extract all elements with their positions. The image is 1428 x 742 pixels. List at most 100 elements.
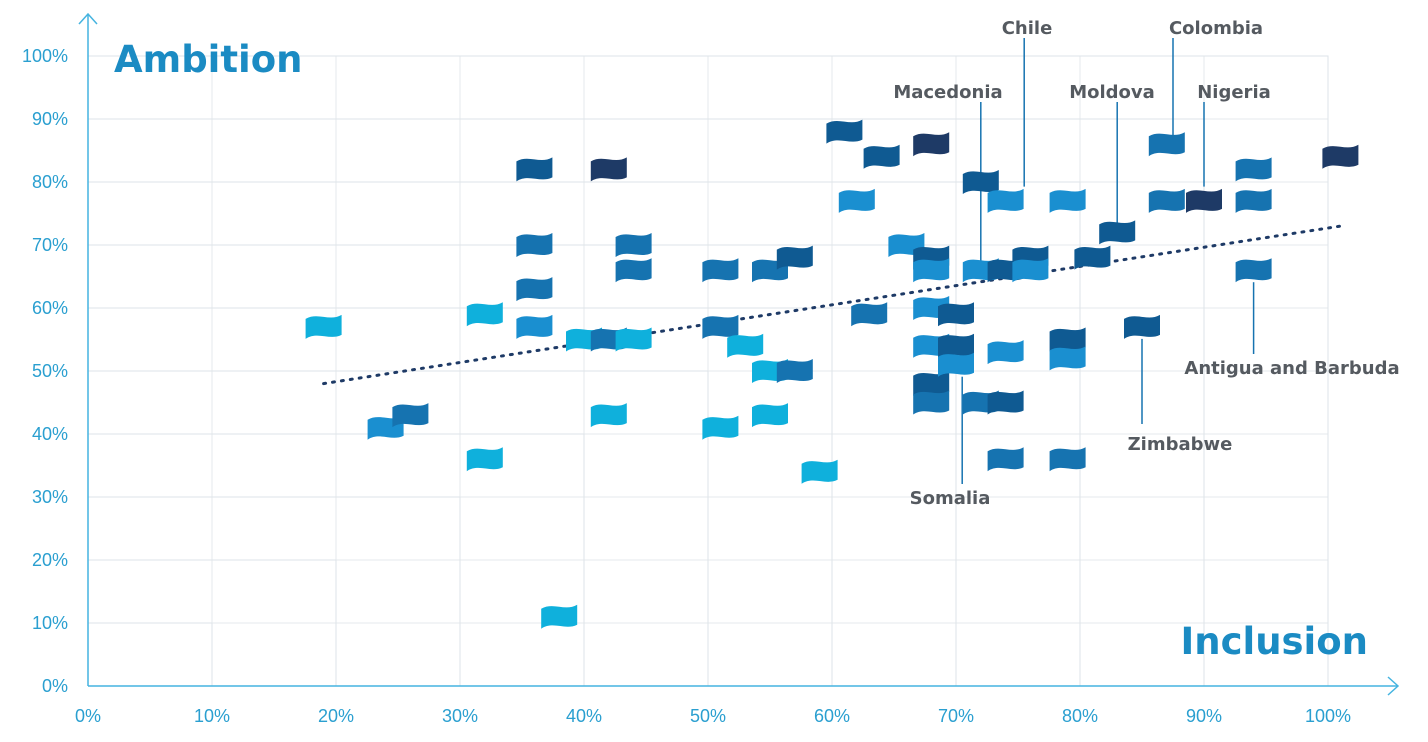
flag-marker [752,403,788,428]
y-tick-label: 0% [42,676,68,696]
flag-marker [541,604,578,629]
x-tick-label: 50% [690,706,726,726]
step-outline [88,244,957,686]
flag-marker [913,258,950,283]
flag-marker [1235,157,1272,182]
axes [78,12,1400,696]
flag-marker [962,170,999,194]
step-outline [88,559,337,686]
flag-marker [1049,327,1086,352]
callout-leaders [961,38,1255,484]
flag-marker [1099,220,1136,245]
x-axis-arrow [1387,676,1400,696]
callout-label: Chile [1002,18,1053,39]
flag-marker [702,258,739,283]
step-outline [88,496,461,686]
y-tick-label: 90% [32,109,68,129]
flag-marker [1049,188,1086,213]
flag-marker [516,314,553,339]
callout-label: Antigua and Barbuda [1184,358,1399,379]
flag-marker [987,340,1024,365]
step-outline [88,55,1329,686]
flag-marker [702,314,739,339]
flag-marker [987,188,1024,213]
flag-marker [913,132,950,157]
flag-marker [987,447,1024,472]
callout-label: Moldova [1069,82,1155,103]
flag-marker [466,447,503,472]
flag-marker [863,144,900,169]
flag-marker [516,233,553,257]
tick-labels: 0% 10% 20% 30% 40% 50% 60% 70% 80% 90% 100% 0% 10% 20… [22,46,1351,726]
x-tick-label: 90% [1186,706,1222,726]
flag-marker [826,119,863,144]
flag-marker [1235,258,1272,283]
step-outlines [88,55,1329,686]
flag-marker [938,302,974,327]
y-tick-label: 10% [32,613,68,633]
flag-marker [615,327,652,352]
x-tick-label: 60% [814,706,850,726]
flag-marker [615,233,652,257]
flag-marker [838,188,875,213]
x-axis-title: Inclusion [1180,620,1368,663]
flag-marker [776,359,813,383]
flag-marker [1148,132,1185,157]
flag-marker [1049,346,1086,371]
flag-marker [466,302,503,327]
y-axis-arrow [78,12,98,25]
step-outline [88,370,709,686]
step-outline [88,307,833,686]
flag-marker [801,459,838,484]
step-outline [88,118,1205,686]
flag-marker [1012,258,1049,283]
x-tick-label: 10% [194,706,230,726]
flag-marker [1235,188,1272,213]
y-tick-label: 80% [32,172,68,192]
x-tick-label: 30% [442,706,478,726]
flag-marker [1074,245,1111,270]
x-tick-label: 40% [566,706,602,726]
y-tick-label: 20% [32,550,68,570]
y-axis-title: Ambition [114,38,303,81]
flag-marker [516,157,553,182]
flag-marker [1124,314,1160,339]
callout-label: Nigeria [1197,82,1271,103]
callout-label: Macedonia [893,82,1002,103]
step-outline [88,433,585,686]
flag-marker [938,333,974,358]
flag-marker [727,333,764,358]
flag-marker [1186,188,1222,213]
step-outline [88,181,1081,686]
y-tick-label: 60% [32,298,68,318]
flag-marker [615,258,652,283]
x-tick-label: 100% [1305,706,1351,726]
y-tick-label: 30% [32,487,68,507]
flag-marker [516,277,553,302]
flag-marker [776,245,813,270]
flag-markers [305,119,1359,629]
flag-marker [1148,188,1185,213]
flag-marker [392,403,429,428]
x-tick-label: 0% [75,706,101,726]
flag-marker [305,314,342,339]
flag-marker [913,371,950,396]
flag-marker [851,302,888,327]
flag-marker [590,157,627,182]
callout-label: Somalia [910,488,991,509]
callout-label: Zimbabwe [1128,434,1233,455]
callout-labels: Chile Colombia Macedonia Moldova Nigeria Anti… [893,18,1399,509]
flag-marker [938,352,974,377]
x-tick-label: 20% [318,706,354,726]
x-tick-label: 80% [1062,706,1098,726]
y-tick-label: 50% [32,361,68,381]
flag-marker [1322,144,1359,169]
flag-marker [590,403,627,428]
x-tick-label: 70% [938,706,974,726]
flag-marker [913,390,950,415]
flag-marker [987,390,1024,415]
y-tick-label: 70% [32,235,68,255]
callout-label: Colombia [1169,18,1263,39]
flag-marker [702,415,739,440]
